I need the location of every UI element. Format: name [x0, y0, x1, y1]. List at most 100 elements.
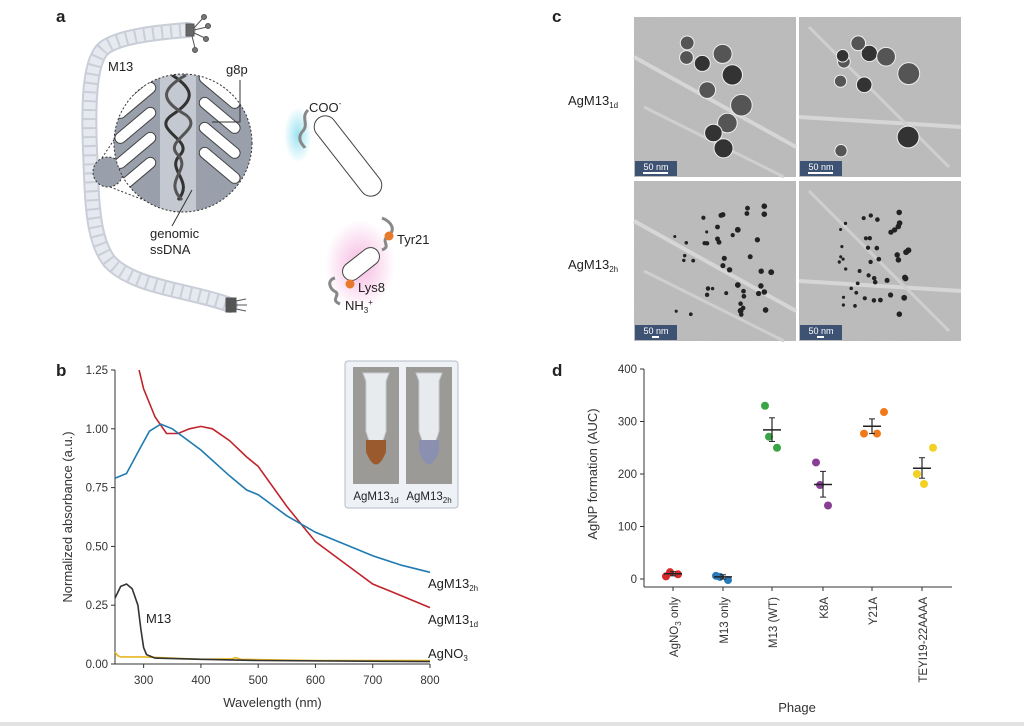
silver-nanoparticle [747, 254, 753, 260]
silver-nanoparticle [896, 311, 903, 317]
silver-nanoparticle [896, 209, 902, 216]
scale-bar-box [635, 325, 677, 340]
silver-nanoparticle [854, 290, 859, 295]
m13-label: M13 [108, 59, 133, 74]
silver-nanoparticle [720, 263, 726, 269]
c-terminus-label: COO- [309, 99, 342, 115]
phage-filament [798, 279, 962, 293]
category-label-main: M13 only [719, 597, 731, 644]
series-line-agm131d [138, 369, 431, 609]
data-point [773, 443, 781, 452]
agnp-formation-chart: 0 100 200 300 400 AgNP formation (AUC) Phage Ag… [585, 364, 952, 715]
silver-nanoparticle [758, 283, 764, 289]
absorbance-chart: 300 400 500 600 700 800 0.00 0.25 0.50 0.75 1.00 1.… [60, 365, 478, 710]
silver-nanoparticle [741, 293, 747, 299]
phage-filament [807, 25, 951, 169]
category-label: K8A [819, 597, 831, 619]
silver-nanoparticle [839, 227, 843, 232]
silver-nanoparticle [872, 279, 878, 285]
scale-bar-label: 50 nm [808, 326, 833, 336]
silver-nanoparticle [702, 240, 707, 246]
silver-nanoparticle [895, 257, 902, 263]
x-axis-title: Phage [778, 700, 816, 715]
silver-nanoparticle [710, 286, 715, 291]
series-label-agm132h-main: AgM13 [428, 576, 469, 591]
scale-bar-label: 50 nm [643, 162, 668, 172]
x-tick-label: 800 [420, 675, 439, 687]
silver-nanoparticle [762, 307, 769, 313]
silver-nanoparticle [730, 93, 753, 117]
silver-nanoparticle [734, 282, 741, 288]
tem-row-label-sub: 2h [609, 265, 618, 274]
inset-tube-label-sub: 1d [390, 496, 399, 505]
series-label-agm132h: AgM132h [428, 576, 478, 593]
inset-tube-label-main: AgM13 [406, 491, 442, 503]
scale-bar [808, 172, 833, 174]
data-point [724, 576, 732, 585]
category-label-suffix: only [669, 597, 681, 622]
tyr21-label: Tyr21 [397, 232, 430, 247]
data-point [761, 401, 769, 410]
data-point [920, 479, 928, 488]
silver-nanoparticle [721, 255, 727, 261]
silver-nanoparticle [716, 239, 722, 245]
y-tick-label: 0.75 [86, 483, 108, 495]
silver-nanoparticle [878, 297, 883, 303]
silver-nanoparticle [887, 292, 894, 298]
silver-nanoparticle [855, 281, 860, 286]
silver-nanoparticle [902, 275, 909, 282]
silver-nanoparticle [761, 203, 768, 209]
category-label: M13 only [719, 597, 731, 644]
silver-nanoparticle [884, 277, 890, 283]
silver-nanoparticle [857, 269, 862, 273]
silver-nanoparticle [871, 298, 877, 303]
silver-nanoparticle [868, 213, 873, 218]
silver-nanoparticle [841, 295, 846, 299]
inset-tube-label: AgM131d [353, 491, 398, 505]
silver-nanoparticle [897, 62, 921, 86]
category-label: M13 (WT) [768, 597, 780, 648]
silver-nanoparticle [701, 215, 706, 220]
scale-bar [643, 172, 668, 174]
silver-nanoparticle [673, 234, 677, 239]
silver-nanoparticle [705, 230, 709, 234]
scale-bar [817, 336, 824, 338]
silver-nanoparticle [865, 245, 871, 250]
silver-nanoparticle [715, 224, 720, 230]
tem-row-label: AgM131d [568, 93, 618, 110]
y-axis-title: Normalized absorbance (a.u.) [60, 431, 75, 602]
silver-nanoparticle [867, 236, 872, 241]
tube-photo-inset: AgM131d AgM132h [344, 360, 459, 509]
series-label-m13-main: M13 [146, 611, 171, 626]
silver-nanoparticle [712, 43, 733, 64]
silver-nanoparticle [738, 301, 743, 306]
silver-nanoparticle [871, 275, 877, 281]
category-label-sub: 3 [674, 621, 683, 626]
phage-filament [643, 269, 785, 343]
data-point [929, 443, 937, 452]
silver-nanoparticle [724, 291, 729, 296]
silver-nanoparticle [839, 255, 843, 259]
x-tick-label: 400 [191, 675, 210, 687]
silver-nanoparticle [843, 221, 848, 226]
g8p-label: g8p [226, 62, 248, 77]
n-terminus-label: NH3+ [345, 298, 373, 315]
data-point [812, 458, 820, 467]
silver-nanoparticle [705, 286, 711, 291]
lys8-label: Lys8 [358, 280, 385, 295]
silver-nanoparticle [754, 237, 761, 243]
series-line-m13 [114, 583, 431, 663]
tem-row-label-main: AgM13 [568, 93, 609, 108]
silver-nanoparticle [861, 216, 866, 221]
silver-nanoparticle [866, 273, 871, 278]
category-label: Y21A [868, 597, 880, 625]
silver-nanoparticle [744, 211, 750, 216]
y-tick-label: 0.00 [86, 659, 108, 671]
silver-nanoparticle [713, 138, 734, 159]
genomic-label: genomic [150, 226, 200, 241]
silver-nanoparticle [855, 76, 873, 94]
silver-nanoparticle [896, 220, 903, 226]
lys8-residue-dot [345, 279, 355, 289]
series-label-agno3: AgNO3 [428, 646, 468, 663]
silver-nanoparticle [894, 252, 900, 258]
